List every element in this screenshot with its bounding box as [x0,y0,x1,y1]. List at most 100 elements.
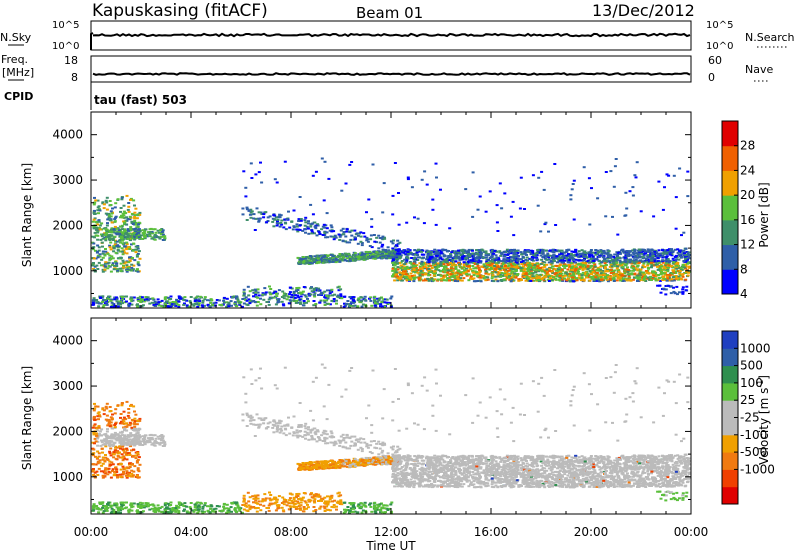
echo-cell [681,275,685,278]
echo-cell [456,251,460,254]
echo-cell [610,265,614,268]
echo-cell [531,264,535,266]
echo-cell [386,303,390,305]
echo-cell [611,258,615,261]
echo-cell [328,229,332,232]
echo-cell [381,301,385,304]
echo-cell [500,265,504,268]
echo-cell [323,290,327,293]
echo-cell [229,300,233,303]
echo-cell [120,198,124,201]
echo-cell [683,266,687,269]
echo-cell [197,302,201,305]
echo-cell [474,280,478,283]
echo-cell [643,265,647,268]
echo-cell [427,259,431,262]
echo-cell [107,264,111,267]
echo-cell [427,274,431,277]
echo-cell [109,270,113,273]
echo-cell [616,275,620,278]
echo-cell [488,261,492,264]
echo-cell [510,249,514,252]
echo-cell [122,204,126,207]
echo-cell [329,253,333,256]
echo-cell [398,271,402,274]
echo-cell [491,249,494,252]
echo-cell [609,255,613,258]
echo-cell [658,265,662,268]
echo-cell [120,295,124,298]
echo-cell [558,249,562,252]
echo-cell [242,291,246,294]
echo-cell [133,238,137,241]
echo-cell [469,253,473,255]
echo-cell [390,254,393,257]
echo-cell [113,225,117,228]
echo-cell [136,298,140,301]
echo-cell [362,255,366,258]
echo-cell [483,265,487,268]
echo-cell [666,277,670,280]
echo-cell [348,304,352,306]
echo-cell [351,257,354,260]
echo-cell [206,299,209,302]
echo-cell [662,250,666,253]
echo-cell [234,303,237,306]
echo-cell [396,279,400,282]
echo-cell [545,258,549,261]
echo-cell [272,296,276,299]
echo-cell [644,252,648,255]
echo-cell [418,274,422,277]
echo-cell [544,271,548,274]
echo-cell [478,260,482,263]
echo-cell [503,258,507,261]
echo-cell [679,253,683,256]
echo-cell [642,254,646,257]
echo-cell [618,276,622,279]
echo-cell [96,268,100,270]
echo-cell [525,256,529,259]
echo-cell [318,301,322,304]
echo-cell [580,279,583,282]
echo-cell [417,248,421,251]
echo-cell [525,276,529,279]
echo-cell [341,233,345,236]
echo-cell [467,273,471,276]
echo-cell [599,276,603,279]
echo-cell [118,239,121,242]
echo-cell [332,300,336,303]
echo-cell [298,228,302,231]
echo-cell [247,209,251,212]
echo-cell [245,219,249,221]
echo-cell [420,253,424,256]
echo-cell [488,264,492,267]
echo-cell [98,228,102,231]
echo-cell [130,233,134,236]
echo-cell [241,207,245,210]
echo-cell [348,241,352,244]
echo-cell [335,260,339,263]
echo-cell [192,304,196,307]
echo-cell [433,253,437,256]
echo-cell [91,264,95,267]
echo-cell [108,246,112,249]
echo-cell [387,301,391,304]
echo-cell [387,249,391,252]
echo-cell [604,261,608,264]
cpid-text: tau (fast) 503 [94,93,187,107]
echo-cell [638,255,641,258]
echo-cell [275,292,278,295]
echo-cell [403,258,407,261]
echo-cell [475,252,479,255]
echo-cell [381,235,385,238]
echo-cell [667,266,670,269]
echo-cell [398,279,402,282]
echo-cell [480,249,484,252]
echo-cell [644,258,648,260]
echo-cell [130,303,134,306]
echo-cell [663,264,667,267]
echo-cell [362,232,366,235]
echo-cell [628,276,632,279]
echo-cell [670,253,674,256]
echo-cell [498,251,502,254]
